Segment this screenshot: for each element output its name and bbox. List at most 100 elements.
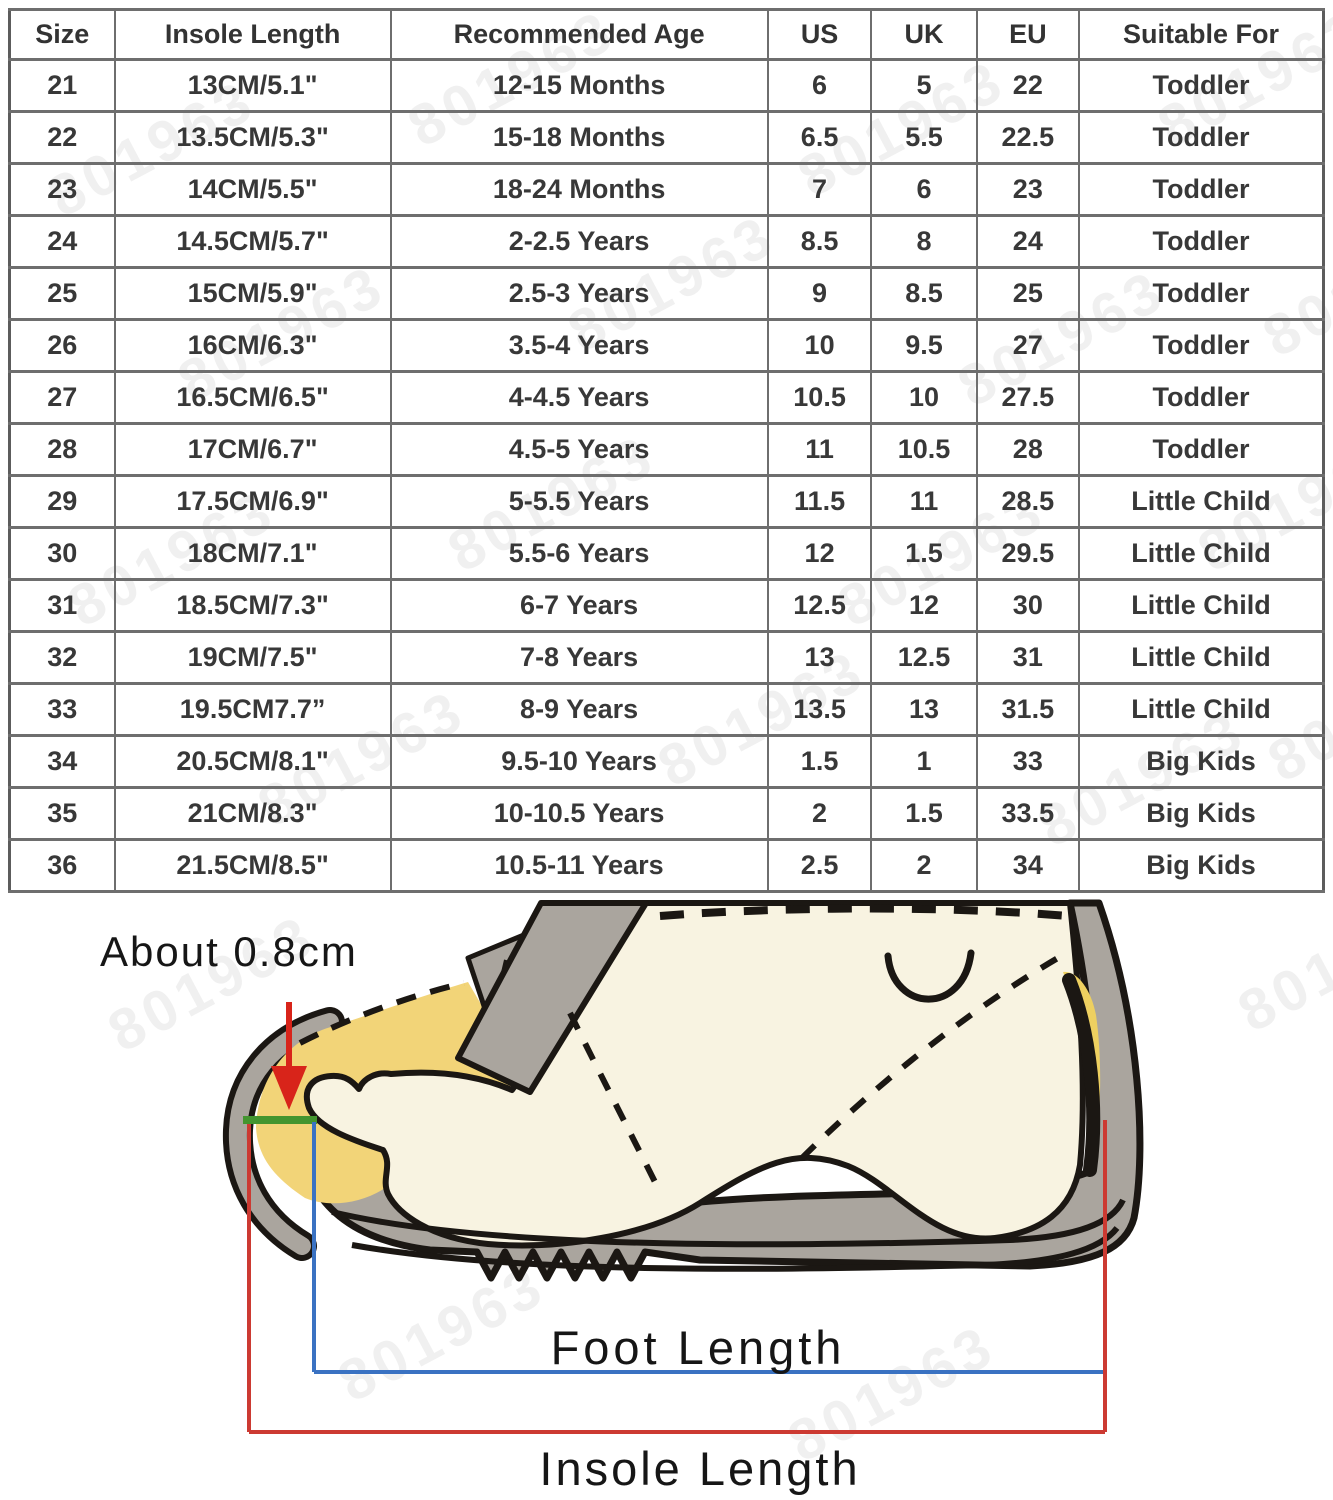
table-cell: Big Kids [1078, 786, 1325, 841]
table-row: 28 17CM/6.7" 4.5-5 Years 11 10.5 28 Toddler [8, 422, 1325, 477]
table-body: 21 13CM/5.1" 12-15 Months 6 5 22 Toddler 22 13.5… [8, 58, 1325, 893]
column-header-0: Size [8, 8, 116, 61]
table-cell: Toddler [1078, 214, 1325, 269]
table-cell: 13 [766, 630, 873, 685]
table-cell: 18CM/7.1" [113, 526, 392, 581]
table-cell: 5 [870, 58, 978, 113]
table-cell: 28 [8, 422, 116, 477]
table-row: 31 18.5CM/7.3" 6-7 Years 12.5 12 30 Little Chi… [8, 578, 1325, 633]
table-cell: Toddler [1078, 318, 1325, 373]
size-chart-table: Size Insole Length Recommended Age US UK EU Su… [8, 8, 1325, 893]
table-cell: 11.5 [766, 474, 873, 529]
table-cell: 7 [766, 162, 873, 217]
heel-cup-shadow [1062, 973, 1101, 1177]
table-cell: 10.5 [766, 370, 873, 425]
table-cell: 22 [8, 110, 116, 165]
table-row: 24 14.5CM/5.7" 2-2.5 Years 8.5 8 24 Toddler [8, 214, 1325, 269]
table-cell: Toddler [1078, 422, 1325, 477]
table-cell: 12 [766, 526, 873, 581]
table-cell: 29.5 [975, 526, 1081, 581]
table-row: 22 13.5CM/5.3" 15-18 Months 6.5 5.5 22.5 Toddl… [8, 110, 1325, 165]
table-cell: 18.5CM/7.3" [113, 578, 392, 633]
table-row: 35 21CM/8.3" 10-10.5 Years 2 1.5 33.5 Big Kids [8, 786, 1325, 841]
table-cell: 26 [8, 318, 116, 373]
ankle-front-dashed-line [799, 948, 1072, 1161]
table-cell: Little Child [1078, 630, 1325, 685]
table-cell: 10.5 [870, 422, 978, 477]
table-cell: 24 [975, 214, 1081, 269]
table-cell: 8.5 [766, 214, 873, 269]
table-cell: 13.5 [766, 682, 873, 737]
table-cell: Big Kids [1078, 838, 1325, 893]
table-cell: Big Kids [1078, 734, 1325, 789]
table-cell: 11 [766, 422, 873, 477]
table-cell: 17.5CM/6.9" [113, 474, 392, 529]
table-cell: 5.5-6 Years [389, 526, 769, 581]
column-header-1: Insole Length [113, 8, 392, 61]
table-cell: 7-8 Years [389, 630, 769, 685]
table-cell: 12 [870, 578, 978, 633]
table-cell: 30 [975, 578, 1081, 633]
table-cell: 25 [8, 266, 116, 321]
sole-layer-line-upper [331, 1198, 1126, 1248]
table-cell: 4.5-5 Years [389, 422, 769, 477]
table-header: Size Insole Length Recommended Age US UK EU Su… [8, 8, 1325, 61]
gap-label: About 0.8cm [100, 928, 358, 975]
table-cell: 19CM/7.5" [113, 630, 392, 685]
table-cell: 31 [8, 578, 116, 633]
table-cell: Little Child [1078, 682, 1325, 737]
table-cell: 9 [766, 266, 873, 321]
table-cell: 6.5 [766, 110, 873, 165]
table-cell: 1 [870, 734, 978, 789]
table-cell: 28.5 [975, 474, 1081, 529]
table-cell: 34 [975, 838, 1081, 893]
table-cell: 3.5-4 Years [389, 318, 769, 373]
table-cell: 6 [766, 58, 873, 113]
table-cell: 18-24 Months [389, 162, 769, 217]
table-cell: Toddler [1078, 370, 1325, 425]
table-cell: 33 [8, 682, 116, 737]
table-cell: 8.5 [870, 266, 978, 321]
table-cell: 14.5CM/5.7" [113, 214, 392, 269]
table-cell: 2 [766, 786, 873, 841]
table-cell: 21 [8, 58, 116, 113]
table-cell: 19.5CM7.7” [113, 682, 392, 737]
table-cell: 16CM/6.3" [113, 318, 392, 373]
table-cell: 5.5 [870, 110, 978, 165]
table-cell: 13CM/5.1" [113, 58, 392, 113]
table-row: 36 21.5CM/8.5" 10.5-11 Years 2.5 2 34 Big Kids [8, 838, 1325, 893]
top-edge-dashed-line [659, 904, 1069, 920]
foot-length-label: Foot Length [550, 1321, 846, 1374]
size-chart-table-wrap: Size Insole Length Recommended Age US UK EU Su… [8, 8, 1325, 893]
table-cell: 13.5CM/5.3" [113, 110, 392, 165]
table-row: 33 19.5CM7.7” 8-9 Years 13.5 13 31.5 Little Ch… [8, 682, 1325, 737]
table-row: 25 15CM/5.9" 2.5-3 Years 9 8.5 25 Toddler [8, 266, 1325, 321]
table-cell: 10-10.5 Years [389, 786, 769, 841]
table-cell: 10 [766, 318, 873, 373]
table-row: 26 16CM/6.3" 3.5-4 Years 10 9.5 27 Toddler [8, 318, 1325, 373]
foot-in-shoe-illustration [222, 899, 1144, 1434]
table-cell: 30 [8, 526, 116, 581]
table-cell: 31 [975, 630, 1081, 685]
table-cell: 27 [975, 318, 1081, 373]
table-cell: 16.5CM/6.5" [113, 370, 392, 425]
table-cell: 27.5 [975, 370, 1081, 425]
table-cell: 32 [8, 630, 116, 685]
table-cell: 12.5 [766, 578, 873, 633]
table-row: 34 20.5CM/8.1" 9.5-10 Years 1.5 1 33 Big Kids [8, 734, 1325, 789]
foot [303, 900, 1086, 1249]
table-row: 27 16.5CM/6.5" 4-4.5 Years 10.5 10 27.5 Toddle… [8, 370, 1325, 425]
ankle-bone-mark [884, 949, 975, 1003]
insole-length-label: Insole Length [539, 1442, 861, 1495]
table-cell: 21CM/8.3" [113, 786, 392, 841]
column-header-5: EU [975, 8, 1081, 61]
table-cell: 28 [975, 422, 1081, 477]
table-cell: 8-9 Years [389, 682, 769, 737]
table-cell: 1.5 [766, 734, 873, 789]
table-cell: 35 [8, 786, 116, 841]
column-header-3: US [766, 8, 873, 61]
column-header-4: UK [870, 8, 978, 61]
instep-dashed-line [567, 1011, 660, 1188]
table-cell: 15-18 Months [389, 110, 769, 165]
